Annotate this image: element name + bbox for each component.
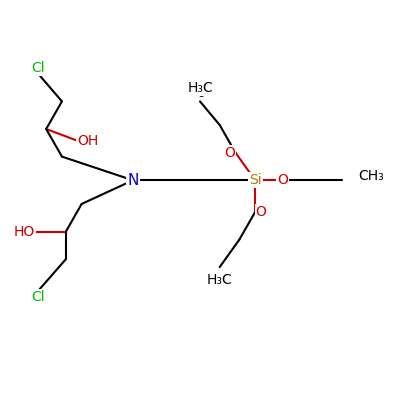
Text: C: C <box>202 84 211 98</box>
Text: H₃C: H₃C <box>187 82 213 96</box>
Text: 3: 3 <box>198 90 204 100</box>
Text: H: H <box>187 84 196 98</box>
Text: Cl: Cl <box>32 290 45 304</box>
Text: OH: OH <box>77 134 98 148</box>
Text: HO: HO <box>14 224 35 238</box>
Text: O: O <box>224 146 235 160</box>
Text: O: O <box>277 173 288 187</box>
Text: O: O <box>256 205 266 219</box>
Text: Si: Si <box>249 173 262 187</box>
Text: CH₃: CH₃ <box>358 169 384 183</box>
Text: N: N <box>127 173 139 188</box>
Text: Cl: Cl <box>32 61 45 75</box>
Text: H₃C: H₃C <box>207 273 232 287</box>
